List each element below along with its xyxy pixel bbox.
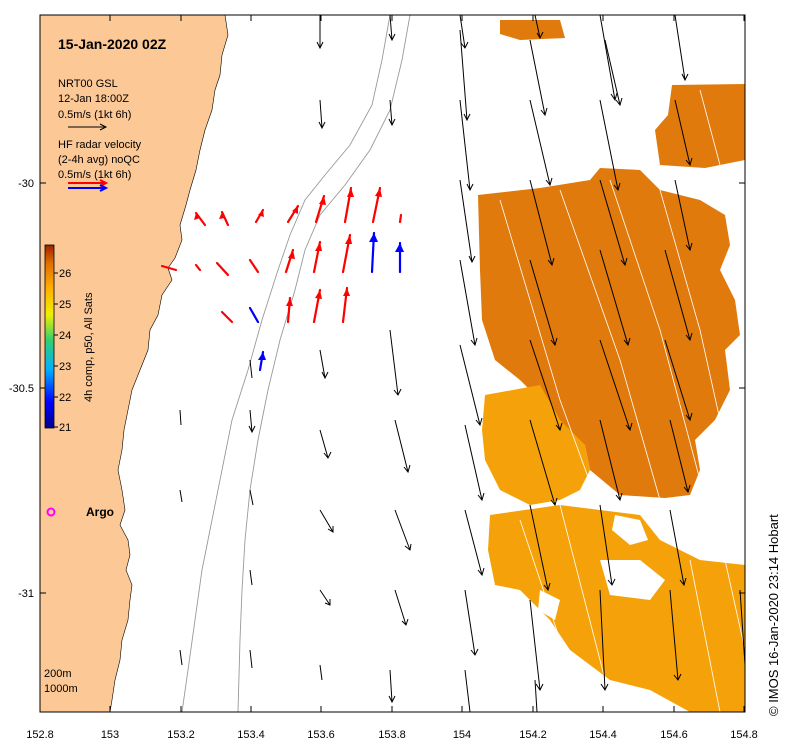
- x-ticks: [39, 15, 745, 712]
- radar-arrow: [194, 263, 202, 272]
- x-tick-label: 153.6: [307, 729, 335, 741]
- model-legend-arrow: [68, 123, 108, 131]
- credit-text: © IMOS 16-Jan-2020 23:14 Hobart: [766, 514, 781, 716]
- x-tick-label: 154.4: [589, 729, 617, 741]
- radar-arrow: [220, 310, 234, 324]
- colorbar-tick-label: 26: [59, 268, 71, 280]
- model-legend-line2: 12-Jan 18:00Z: [58, 93, 129, 105]
- x-tick-label: 153: [101, 729, 119, 741]
- model-velocity-arrows: [179, 15, 745, 712]
- x-tick-label: 153.4: [237, 729, 265, 741]
- x-tick-label: 154.2: [519, 729, 547, 741]
- sst-patch-north: [500, 20, 565, 40]
- y-tick-labels: -30 -30.5 -31: [9, 178, 34, 600]
- colorbar-ticks: [54, 272, 58, 428]
- y-tick-label: -30: [18, 178, 34, 190]
- radar-legend-line1: HF radar velocity: [58, 139, 142, 151]
- sst-patch-upper-right: [655, 84, 745, 168]
- colorbar-tick-label: 24: [59, 330, 71, 342]
- colorbar-ramp: [44, 244, 55, 429]
- map-title: 15-Jan-2020 02Z: [58, 36, 167, 52]
- land-australia: [40, 15, 229, 712]
- x-tick-label: 153.2: [167, 729, 195, 741]
- sst-patches: [478, 20, 745, 712]
- model-legend-line1: NRT00 GSL: [58, 78, 118, 90]
- argo-label: Argo: [86, 505, 114, 519]
- x-tick-labels: 152.8 153 153.2 153.4 153.6 153.8 154 15…: [26, 729, 758, 741]
- sst-patch-west-lower: [482, 385, 590, 505]
- contour-label-200m: 200m: [44, 668, 72, 680]
- colorbar-tick-label: 23: [59, 361, 71, 373]
- sst-gap-3: [538, 590, 560, 620]
- radar-arrow: [215, 261, 230, 277]
- argo-float-marker[interactable]: [46, 507, 56, 517]
- radar-velocity-arrows: [160, 186, 403, 372]
- sst-gap-2: [600, 560, 665, 600]
- x-tick-label: 152.8: [26, 729, 54, 741]
- radar-arrowheads: [194, 188, 404, 360]
- contour-200m: [181, 15, 391, 712]
- sst-gap-1: [612, 515, 648, 545]
- sst-patch-south: [488, 505, 745, 712]
- sst-isotherms: [499, 89, 745, 712]
- y-tick-label: -30.5: [9, 383, 34, 395]
- colorbar-tick-label: 21: [59, 422, 71, 434]
- radar-arrow: [248, 306, 260, 324]
- radar-legend-line3: 0.5m/s (1kt 6h): [58, 169, 131, 181]
- colorbar-tick-labels: 21 22 23 24 25 26: [59, 268, 71, 434]
- sst-patch-central: [478, 168, 740, 498]
- radar-legend-arrow-blue: [68, 184, 109, 192]
- colorbar: 21 22 23 24 25 26 4h comp, p50, All Sats: [44, 244, 95, 434]
- radar-legend-line2: (2-4h avg) noQC: [58, 154, 140, 166]
- y-tick-label: -31: [18, 588, 34, 600]
- radar-legend: HF radar velocity (2-4h avg) noQC 0.5m/s…: [58, 139, 142, 192]
- model-legend-line3: 0.5m/s (1kt 6h): [58, 109, 131, 121]
- colorbar-tick-label: 25: [59, 299, 71, 311]
- x-tick-label: 154: [453, 729, 471, 741]
- x-tick-label: 153.8: [378, 729, 406, 741]
- colorbar-label: 4h comp, p50, All Sats: [83, 292, 95, 402]
- radar-arrow: [248, 258, 260, 274]
- colorbar-tick-label: 22: [59, 392, 71, 404]
- contour-1000m: [237, 15, 411, 712]
- radar-arrow: [398, 213, 403, 224]
- contour-label-1000m: 1000m: [44, 683, 78, 695]
- radar-arrow: [160, 264, 178, 272]
- model-legend: NRT00 GSL 12-Jan 18:00Z 0.5m/s (1kt 6h): [58, 78, 131, 131]
- x-tick-label: 154.8: [730, 729, 758, 741]
- bathymetry-contours: [181, 15, 411, 712]
- x-tick-label: 154.6: [660, 729, 688, 741]
